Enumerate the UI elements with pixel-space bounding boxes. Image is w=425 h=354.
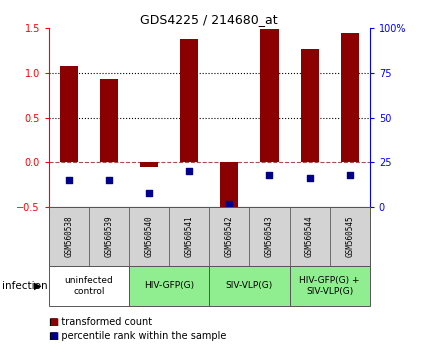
Point (226, 201, 233, 206)
Text: ▶: ▶ (34, 281, 41, 291)
Bar (129, 266, 209, 306)
Text: infection: infection (2, 281, 48, 291)
Text: ■: ■ (49, 317, 58, 327)
Bar (209, 266, 289, 306)
Point (146, 190, 153, 196)
Text: GSM560542: GSM560542 (225, 216, 234, 257)
Bar (49, 266, 129, 306)
Text: GSM560543: GSM560543 (265, 216, 274, 257)
Point (306, 176, 313, 181)
Text: ■: ■ (49, 331, 58, 341)
Text: GSM560539: GSM560539 (105, 216, 113, 257)
Bar (140, 162, 158, 167)
Bar (261, 29, 278, 162)
Point (106, 177, 113, 183)
Bar (249, 207, 289, 266)
Bar (180, 39, 198, 162)
Text: GSM560544: GSM560544 (305, 216, 314, 257)
Text: uninfected
control: uninfected control (65, 276, 113, 296)
Text: GSM560538: GSM560538 (65, 216, 74, 257)
Bar (330, 207, 370, 266)
Bar (60, 66, 78, 162)
Text: SIV-VLP(G): SIV-VLP(G) (226, 281, 273, 290)
Bar (100, 79, 118, 162)
Bar (289, 266, 370, 306)
Text: HIV-GFP(G) +
SIV-VLP(G): HIV-GFP(G) + SIV-VLP(G) (299, 276, 360, 296)
Point (346, 172, 353, 178)
Title: GDS4225 / 214680_at: GDS4225 / 214680_at (141, 13, 278, 26)
Bar (129, 207, 169, 266)
Text: ■ transformed count: ■ transformed count (49, 317, 152, 327)
Bar (341, 33, 359, 162)
Bar (209, 207, 249, 266)
Bar (220, 162, 238, 209)
Point (186, 169, 193, 174)
Text: GSM560540: GSM560540 (144, 216, 154, 257)
Text: ■ percentile rank within the sample: ■ percentile rank within the sample (49, 331, 226, 341)
Bar (169, 207, 209, 266)
Bar (49, 207, 89, 266)
Text: GSM560545: GSM560545 (345, 216, 354, 257)
Bar (289, 207, 330, 266)
Bar (300, 49, 319, 162)
Text: HIV-GFP(G): HIV-GFP(G) (144, 281, 194, 290)
Text: GSM560541: GSM560541 (185, 216, 194, 257)
Point (65, 177, 72, 183)
Bar (89, 207, 129, 266)
Point (266, 172, 273, 178)
